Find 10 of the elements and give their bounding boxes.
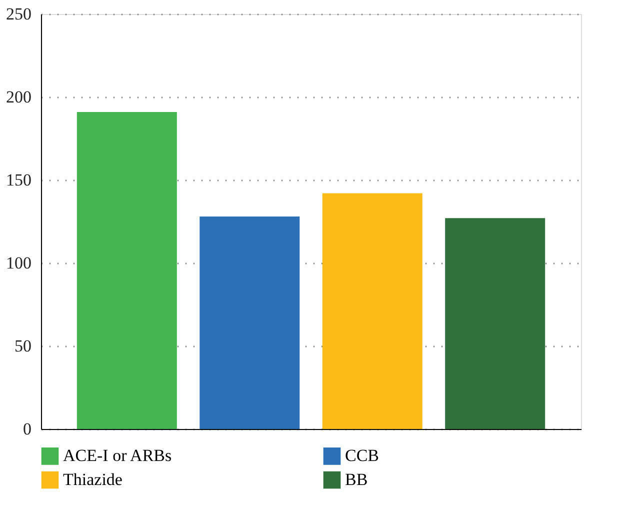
- y-tick-label: 250: [6, 4, 32, 24]
- legend-label: ACE-I or ARBs: [63, 446, 172, 466]
- y-tick-label: 50: [14, 336, 32, 356]
- y-tick-label: 150: [6, 170, 32, 190]
- y-tick-label: 200: [6, 88, 32, 106]
- y-tick-label: 100: [6, 254, 32, 272]
- y-tick-label: 0: [23, 420, 32, 438]
- legend-label: BB: [345, 470, 368, 489]
- legend-label: Thiazide: [63, 470, 122, 489]
- legend-label: CCB: [345, 446, 380, 466]
